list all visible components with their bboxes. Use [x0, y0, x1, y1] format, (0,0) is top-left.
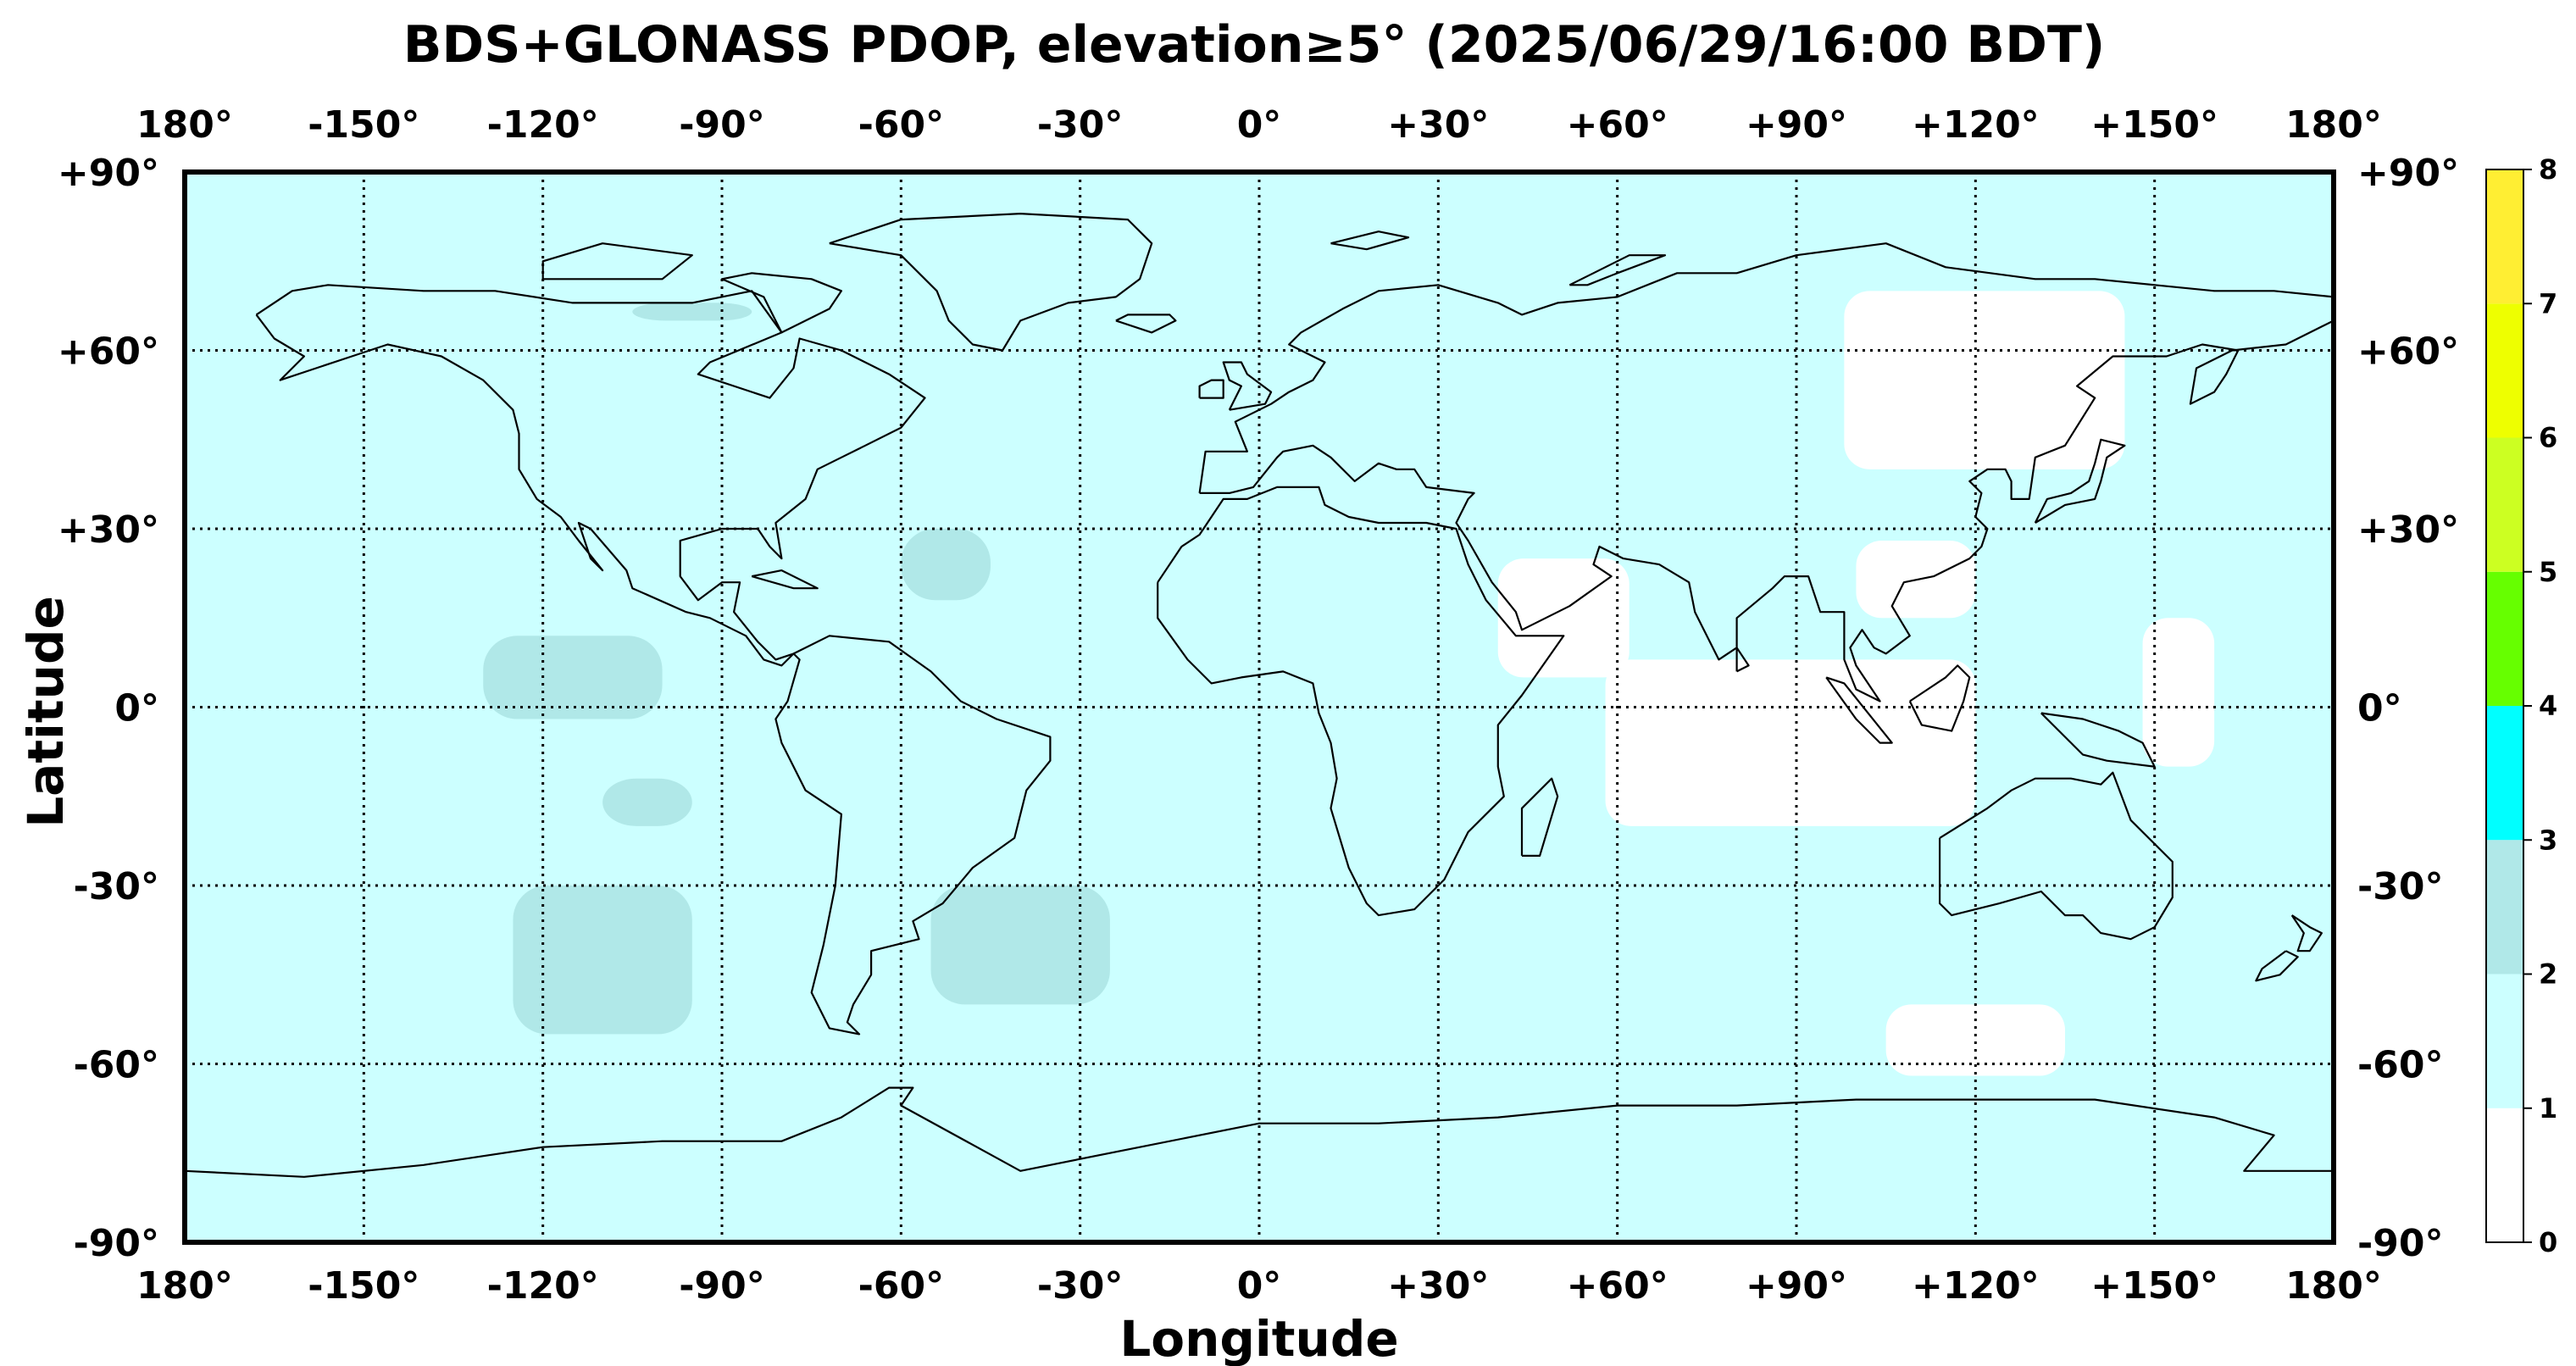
lat-tick-left-4: -30°: [74, 865, 160, 908]
lon-tick-top-9: +90°: [1746, 103, 1847, 147]
colorbar-band-2: [2486, 840, 2523, 975]
lon-tick-bottom-7: +30°: [1387, 1264, 1489, 1308]
colorbar-band-0: [2486, 1108, 2523, 1242]
lat-tick-left-6: -90°: [74, 1222, 160, 1265]
colorbar-tick-label-5: 5: [2539, 556, 2557, 588]
pdop-high-region-0: [602, 778, 692, 826]
lon-tick-top-4: -60°: [858, 103, 945, 147]
lon-tick-top-11: +150°: [2090, 103, 2218, 147]
colorbar-band-5: [2486, 437, 2523, 572]
colorbar-band-7: [2486, 169, 2523, 304]
lat-tick-right-3: 0°: [2357, 687, 2402, 730]
lat-tick-right-2: +30°: [2357, 508, 2459, 552]
lon-tick-bottom-3: -90°: [679, 1264, 765, 1308]
colorbar-tick-label-4: 4: [2539, 690, 2557, 722]
pdop-high-region-5: [632, 303, 752, 321]
coastline-iceland: [1115, 314, 1177, 334]
pdop-low-region-4: [2142, 618, 2215, 767]
pdop-low-region-5: [1885, 1004, 2065, 1076]
lat-tick-right-5: -60°: [2357, 1044, 2444, 1087]
colorbar-tick-label-2: 2: [2539, 958, 2557, 991]
lat-tick-left-2: +30°: [58, 508, 159, 552]
lat-tick-right-1: +60°: [2357, 330, 2459, 374]
lon-tick-top-7: +30°: [1387, 103, 1489, 147]
lon-tick-top-8: +60°: [1567, 103, 1668, 147]
lat-tick-left-5: -60°: [74, 1044, 160, 1087]
coastline-new-zealand-n: [2290, 914, 2323, 952]
coastline-japan: [2034, 438, 2126, 524]
lon-tick-bottom-4: -60°: [858, 1264, 945, 1308]
coastline-madagascar: [1520, 777, 1559, 858]
coastline-antarctica: [185, 1086, 2334, 1178]
lon-tick-bottom-0: 180°: [136, 1264, 233, 1308]
lon-tick-top-10: +120°: [1912, 103, 2040, 147]
map-frame: [182, 169, 2336, 1245]
lon-tick-top-2: -120°: [487, 103, 599, 147]
colorbar-band-4: [2486, 571, 2523, 706]
coastline-uk: [1222, 361, 1273, 411]
coastline-new-guinea: [2040, 712, 2156, 768]
colorbar-tick-label-8: 8: [2539, 153, 2557, 186]
colorbar: 0 1 2 3 4 5 6 7 8: [2485, 153, 2557, 1258]
lon-tick-bottom-1: -150°: [308, 1264, 419, 1308]
lon-tick-bottom-12: 180°: [2285, 1264, 2382, 1308]
lat-tick-right-0: +90°: [2357, 152, 2459, 195]
x-axis-label: Longitude: [1119, 1310, 1398, 1366]
map-title: BDS+GLONASS PDOP, elevation≥5° (2025/06/…: [402, 15, 2106, 75]
axis-ticks: 180° 180° -150° -150° -120° -120° -90° -90° -60°…: [58, 103, 2459, 1308]
pdop-low-region-0: [1844, 291, 2125, 469]
pdop-high-region-3: [930, 886, 1110, 1005]
colorbar-band-3: [2486, 706, 2523, 841]
colorbar-tick-label-0: 0: [2539, 1226, 2557, 1258]
coastline-novaya-zemlya: [1568, 254, 1667, 286]
lon-tick-bottom-10: +120°: [1912, 1264, 2040, 1308]
pdop-high-region-4: [901, 529, 991, 601]
lon-tick-bottom-6: 0°: [1237, 1264, 1282, 1308]
lon-tick-top-5: -30°: [1037, 103, 1124, 147]
lon-tick-top-1: -150°: [308, 103, 419, 147]
gridlines: [185, 172, 2334, 1242]
colorbar-tick-label-7: 7: [2539, 287, 2557, 319]
pdop-high-region-2: [483, 636, 663, 719]
lon-tick-bottom-9: +90°: [1746, 1264, 1847, 1308]
lon-tick-bottom-8: +60°: [1567, 1264, 1668, 1308]
lon-tick-top-0: 180°: [136, 103, 233, 147]
coastline-svalbard: [1330, 230, 1410, 251]
coastline-north-america: [255, 284, 926, 667]
lon-tick-top-6: 0°: [1237, 103, 1282, 147]
lat-tick-right-6: -90°: [2357, 1222, 2444, 1265]
lon-tick-top-12: 180°: [2285, 103, 2382, 147]
colorbar-band-6: [2486, 303, 2523, 438]
coastline-ireland: [1198, 379, 1224, 399]
lat-tick-left-0: +90°: [58, 152, 159, 195]
coastline-sri-lanka: [1735, 647, 1750, 673]
lat-tick-left-1: +60°: [58, 330, 159, 374]
coastline-baffin: [720, 272, 843, 334]
y-axis-label: Latitude: [17, 596, 75, 828]
colorbar-tick-label-6: 6: [2539, 422, 2557, 454]
coastline-eurasia: [1198, 242, 2334, 702]
lat-tick-left-3: 0°: [114, 687, 159, 730]
coastline-borneo: [1908, 664, 1971, 732]
coastline-africa: [1157, 486, 1565, 917]
colorbar-tick-label-3: 3: [2539, 824, 2557, 856]
pdop-low-region-1: [1497, 558, 1629, 678]
coastline-new-zealand-s: [2255, 950, 2299, 982]
lon-tick-bottom-5: -30°: [1037, 1264, 1124, 1308]
pdop-high-region-1: [513, 886, 692, 1035]
lon-tick-bottom-11: +150°: [2090, 1264, 2218, 1308]
colorbar-band-1: [2486, 974, 2523, 1108]
coastline-sumatra: [1825, 676, 1893, 744]
lon-tick-top-3: -90°: [679, 103, 765, 147]
coastline-south-america: [774, 635, 1052, 1036]
coastline-cuba: [751, 569, 819, 590]
pdop-low-region-2: [1605, 659, 1976, 826]
coastline-australia: [1939, 771, 2174, 941]
lon-tick-bottom-2: -120°: [487, 1264, 599, 1308]
coastline-greenland: [829, 213, 1153, 352]
lat-tick-right-4: -30°: [2357, 865, 2444, 908]
coastlines: [185, 213, 2334, 1178]
colorbar-tick-label-1: 1: [2539, 1092, 2557, 1124]
